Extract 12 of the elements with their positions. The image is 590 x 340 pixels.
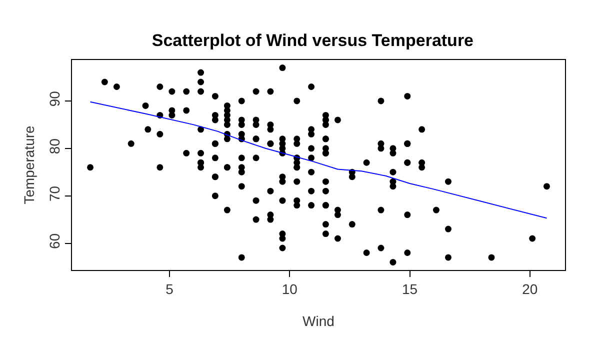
x-tick-label: 10 xyxy=(282,280,298,297)
x-tick-label: 5 xyxy=(166,280,174,297)
x-tick-label: 20 xyxy=(522,280,538,297)
x-axis-title: Wind xyxy=(302,313,334,330)
x-tick-label: 15 xyxy=(402,280,418,297)
y-tick-label: 80 xyxy=(46,138,62,154)
chart-title: Scatterplot of Wind versus Temperature xyxy=(152,30,474,50)
y-tick-label: 70 xyxy=(46,186,62,202)
y-tick-label: 60 xyxy=(46,233,62,249)
y-tick-label: 90 xyxy=(46,90,62,107)
line-series xyxy=(90,101,548,219)
y-axis-title: Temperature xyxy=(21,125,37,204)
